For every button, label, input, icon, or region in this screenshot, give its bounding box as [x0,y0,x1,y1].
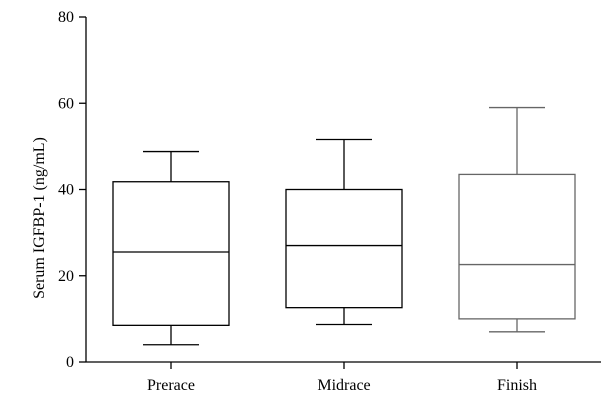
interquartile-box [285,188,403,309]
box-finish [458,106,576,333]
y-tick-label: 40 [58,182,74,199]
boxes [112,106,576,346]
y-tick-label: 20 [58,268,74,285]
x-category-label: Prerace [147,377,195,394]
y-axis-title: Serum IGFBP-1 (ng/mL) [31,137,48,299]
y-tick-label: 60 [58,95,74,112]
interquartile-box [112,181,230,326]
box-prerace [112,150,230,346]
y-tick-label: 0 [66,354,74,371]
y-axis: 0 20 40 60 80 [58,9,87,371]
y-tick-label: 80 [58,9,74,26]
box-midrace [285,138,403,326]
interquartile-box [458,173,576,320]
x-category-label: Finish [497,377,537,394]
x-axis: Prerace Midrace Finish [86,361,601,394]
x-category-label: Midrace [317,377,370,394]
